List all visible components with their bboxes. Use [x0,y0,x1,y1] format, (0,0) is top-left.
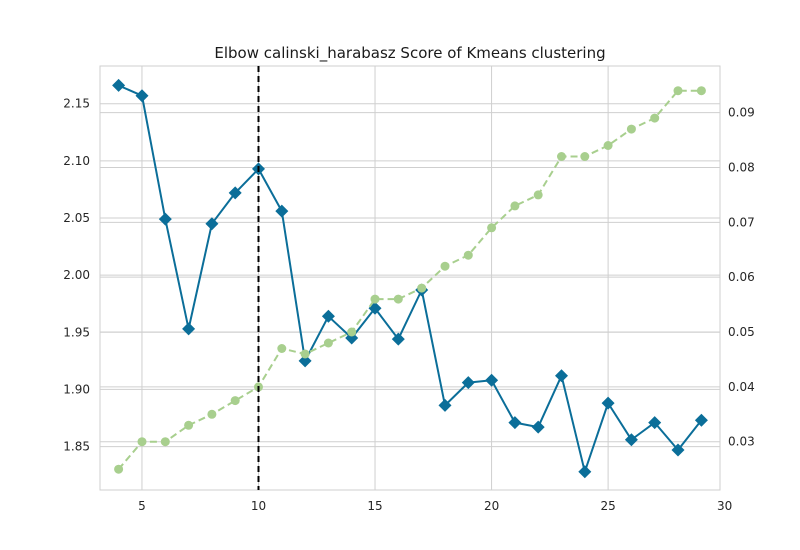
y-tick-label: 2.05 [63,211,90,225]
axis-ticks: 5 10 15 20 25 30 1.85 1.90 1.95 2.00 2.05 2.10 2.15 0… [63,97,754,513]
y-tick-label: 1.85 [63,440,90,454]
secondary-point-marker [370,294,380,304]
y-tick-label: 1.90 [63,382,90,396]
secondary-point-marker [440,261,450,271]
secondary-point-marker [487,223,497,233]
y2-tick-label: 0.03 [728,435,755,449]
score-point-marker [461,376,475,390]
y2-tick-label: 0.08 [728,160,755,174]
secondary-point-marker [463,250,473,260]
score-point-marker [438,398,452,412]
y-tick-label: 2.15 [63,97,90,111]
score-point-marker [624,433,638,447]
score-point-marker [391,332,405,346]
score-point-marker [228,186,242,200]
score-point-marker [508,416,522,430]
score-point-marker [205,217,219,231]
secondary-point-marker [207,409,217,419]
y2-tick-label: 0.06 [728,270,755,284]
y-tick-label: 2.10 [63,154,90,168]
secondary-point-marker [580,152,590,161]
y2-tick-label: 0.05 [728,325,755,339]
secondary-point-marker [510,201,520,211]
x-tick-label: 20 [484,499,499,513]
score-point-marker [694,413,708,427]
score-point-marker [671,443,685,457]
secondary-point-marker [626,124,636,134]
x-tick-label: 30 [717,499,732,513]
y-tick-label: 1.95 [63,325,90,339]
secondary-point-marker [673,86,683,96]
score-point-marker [555,369,568,383]
data-series [112,78,708,479]
score-point-marker [298,354,312,368]
score-point-marker [648,416,662,430]
secondary-point-marker [323,338,333,348]
y2-tick-label: 0.09 [728,106,755,120]
secondary-point-marker [137,437,147,447]
score-point-marker [321,309,335,323]
secondary-point-marker [696,86,706,96]
secondary-point-marker [533,190,543,200]
secondary-point-marker [603,141,613,150]
chart-title: Elbow calinski_harabasz Score of Kmeans … [214,44,605,63]
grid-lines [100,66,720,490]
secondary-point-marker [650,113,660,123]
secondary-point-marker [114,464,124,474]
secondary-point-marker [230,396,240,406]
y-tick-label: 2.00 [63,268,90,282]
secondary-point-marker [300,349,310,359]
score-point-marker [531,420,545,434]
secondary-point-marker [277,344,287,353]
y2-tick-label: 0.07 [728,215,755,229]
secondary-point-marker [347,327,357,337]
score-point-marker [485,373,499,387]
x-tick-label: 10 [251,499,266,513]
score-point-marker [182,322,196,336]
score-point-marker [158,212,172,226]
secondary-point-marker [557,152,566,161]
score-point-marker [112,78,126,92]
score-series-line [118,84,703,473]
plot-area-frame [99,65,721,491]
score-point-marker [135,89,149,103]
secondary-point-marker [160,437,170,447]
score-point-marker [601,396,615,410]
y2-tick-label: 0.04 [728,380,755,394]
score-point-marker [275,204,289,218]
secondary-point-marker [184,420,194,430]
x-tick-label: 15 [367,499,382,513]
x-tick-label: 25 [600,499,615,513]
x-tick-label: 5 [138,499,146,513]
secondary-point-marker [393,294,403,304]
secondary-point-marker [417,283,427,293]
score-point-marker [578,465,592,479]
